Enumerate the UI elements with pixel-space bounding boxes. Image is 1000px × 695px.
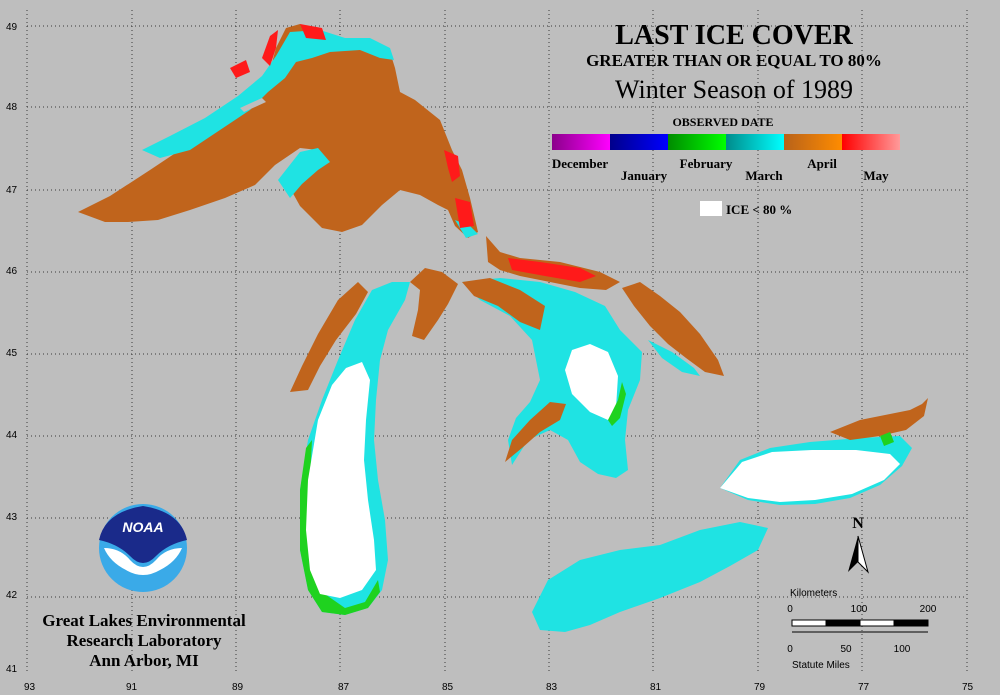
green-bay-april-ice [290,282,368,392]
lake-michigan-low-ice [306,362,376,598]
legend-swatch-april [784,134,842,150]
north-channel-may-ice [508,258,596,282]
lake-superior-april-ice [78,24,478,238]
title-threshold: GREATER THAN OR EQUAL TO 80% [586,51,882,70]
low-ice-label: ICE < 80 % [726,202,792,217]
noaa-logo-bird [99,506,187,563]
lon-label: 93 [24,682,36,693]
lake-huron [462,278,724,478]
north-arrow-icon-outline [857,535,869,574]
credit-line: Ann Arbor, MI [89,651,199,670]
scale-km-tick: 100 [851,604,868,615]
legend-swatch-february [668,134,726,150]
latitude-labels: 49 48 47 46 45 44 43 42 41 [6,22,18,675]
scale-bar: Kilometers 0 100 200 0 50 100 Statute Mi… [787,588,937,671]
credit-line: Research Laboratory [66,631,222,650]
lake-huron-april-ice [462,278,545,330]
scale-bar-segment [859,619,895,627]
lake-superior-may-ice [230,60,250,78]
color-ramp [552,134,900,150]
lat-label: 48 [6,102,18,113]
lake-superior-may-ice [300,24,326,40]
legend-swatch-march [726,134,784,150]
lake-superior-may-ice [444,150,460,182]
scale-bar-segment [791,619,827,627]
isle-royale [240,98,266,112]
lon-label: 77 [858,682,870,693]
legend-swatch-december [552,134,610,150]
lon-label: 91 [126,682,138,693]
scale-mi-tick: 0 [787,644,793,655]
legend-month-label: March [745,168,783,183]
noaa-logo-wave [104,548,182,575]
lat-label: 45 [6,348,18,359]
noaa-logo-text: NOAA [122,519,163,535]
legend-month-label: February [680,156,733,171]
legend-swatch-january [610,134,668,150]
scale-km-title: Kilometers [790,588,837,599]
lat-label: 44 [6,430,18,441]
lon-label: 83 [546,682,558,693]
north-arrow-icon [848,536,858,572]
scale-km-tick: 0 [787,604,793,615]
legend-month-label: May [863,168,889,183]
lake-superior [78,24,478,238]
legend: OBSERVED DATE December January February … [552,115,900,217]
lake-erie [532,522,768,632]
north-channel [486,236,620,290]
georgian-bay-april-ice [622,282,724,376]
lon-label: 81 [650,682,662,693]
lake-superior-may-ice [262,30,278,66]
lat-label: 47 [6,185,18,196]
lat-label: 46 [6,266,18,277]
lon-label: 89 [232,682,244,693]
lake-ontario [720,398,928,505]
lake-superior-march-ice [142,30,394,158]
legend-month-label: January [621,168,668,183]
credit-line: Great Lakes Environmental [42,611,246,630]
lake-ontario-april-ice [830,398,928,440]
title-season: Winter Season of 1989 [615,75,853,104]
legend-heading: OBSERVED DATE [672,115,773,129]
lake-superior-march-ice [278,148,330,198]
lake-huron-feb-ice [608,382,626,426]
lake-ontario-feb-ice [880,432,894,446]
lake-ontario-low-ice [720,450,900,502]
north-arrow: N [848,515,869,574]
lon-label: 85 [442,682,454,693]
lat-label: 43 [6,512,18,523]
lake-michigan [290,268,458,615]
scale-mi-title: Statute Miles [792,660,850,671]
lon-label: 79 [754,682,766,693]
legend-swatch-may [842,134,900,150]
lake-erie-march-ice [532,522,768,632]
lon-label: 87 [338,682,350,693]
scale-mi-tick: 50 [840,644,852,655]
lat-label: 42 [6,590,18,601]
scale-km-tick: 200 [920,604,937,615]
title-main: LAST ICE COVER [615,20,853,51]
georgian-bay-march-ice [648,340,700,376]
saginaw-bay-april-ice [505,402,566,462]
lat-label: 41 [6,664,18,675]
lake-superior-may-ice [455,198,474,228]
title-block: LAST ICE COVER GREATER THAN OR EQUAL TO … [586,20,882,104]
scale-bar-segment [825,619,861,627]
lon-label: 75 [962,682,974,693]
legend-month-label: April [807,156,837,171]
lake-michigan-feb-ice [300,440,380,615]
scale-bar-segment [893,619,929,627]
credit-block: Great Lakes Environmental Research Labor… [42,611,246,670]
lake-huron-low-ice [565,344,618,420]
longitude-labels: 93 91 89 87 85 83 81 79 77 75 [24,682,974,693]
lake-michigan-north-april-ice [410,268,458,340]
scale-mi-tick: 100 [894,644,911,655]
legend-month-label: December [552,156,609,171]
lat-label: 49 [6,22,18,33]
low-ice-swatch [700,201,722,216]
north-label: N [852,515,864,532]
noaa-logo: NOAA [99,504,187,592]
lake-huron-march-ice [462,278,642,478]
